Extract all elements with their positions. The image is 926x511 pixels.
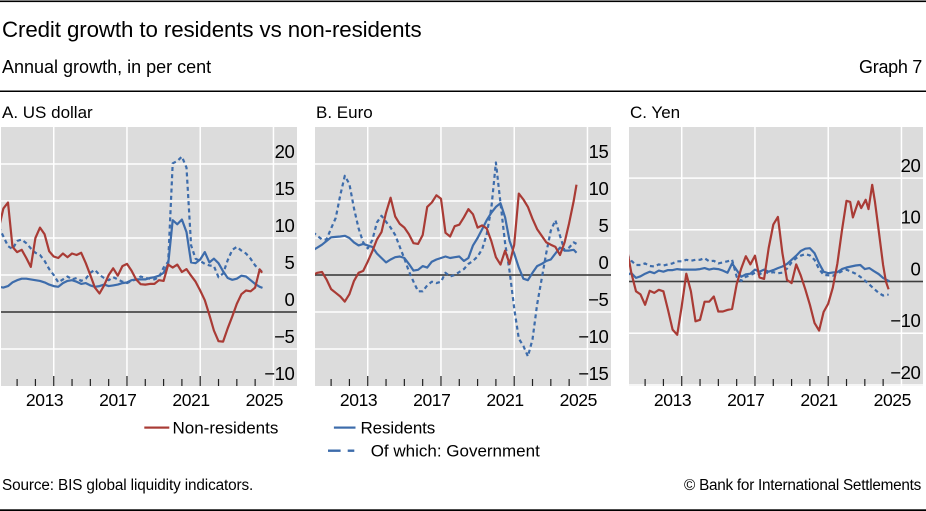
svg-text:2017: 2017 — [413, 390, 450, 410]
svg-text:10: 10 — [589, 178, 609, 199]
svg-text:−20: −20 — [890, 362, 920, 383]
svg-text:10: 10 — [275, 215, 295, 236]
svg-text:2025: 2025 — [246, 390, 283, 410]
svg-text:2021: 2021 — [172, 390, 209, 410]
svg-text:15: 15 — [589, 141, 609, 162]
svg-text:2017: 2017 — [99, 390, 136, 410]
svg-text:2025: 2025 — [560, 390, 597, 410]
svg-text:0: 0 — [285, 289, 295, 310]
svg-text:2013: 2013 — [26, 390, 63, 410]
svg-text:5: 5 — [599, 215, 609, 236]
svg-text:15: 15 — [275, 178, 295, 199]
svg-text:−10: −10 — [890, 310, 920, 331]
svg-text:2025: 2025 — [874, 390, 911, 410]
svg-text:2021: 2021 — [800, 390, 837, 410]
svg-text:−5: −5 — [274, 326, 294, 347]
svg-text:Of which: Government: Of which: Government — [371, 442, 540, 461]
svg-text:−10: −10 — [264, 363, 294, 384]
svg-text:−5: −5 — [588, 289, 608, 310]
svg-text:20: 20 — [901, 155, 921, 176]
svg-text:0: 0 — [911, 258, 921, 279]
svg-text:10: 10 — [901, 207, 921, 228]
svg-text:2021: 2021 — [486, 390, 523, 410]
svg-text:Residents: Residents — [361, 418, 436, 437]
svg-text:2017: 2017 — [727, 390, 764, 410]
svg-text:−15: −15 — [578, 363, 608, 384]
svg-text:0: 0 — [599, 252, 609, 273]
svg-text:−10: −10 — [578, 326, 608, 347]
svg-text:5: 5 — [285, 252, 295, 273]
svg-text:Non-residents: Non-residents — [173, 418, 279, 437]
svg-text:20: 20 — [275, 141, 295, 162]
svg-text:2013: 2013 — [654, 390, 691, 410]
svg-text:2013: 2013 — [340, 390, 377, 410]
